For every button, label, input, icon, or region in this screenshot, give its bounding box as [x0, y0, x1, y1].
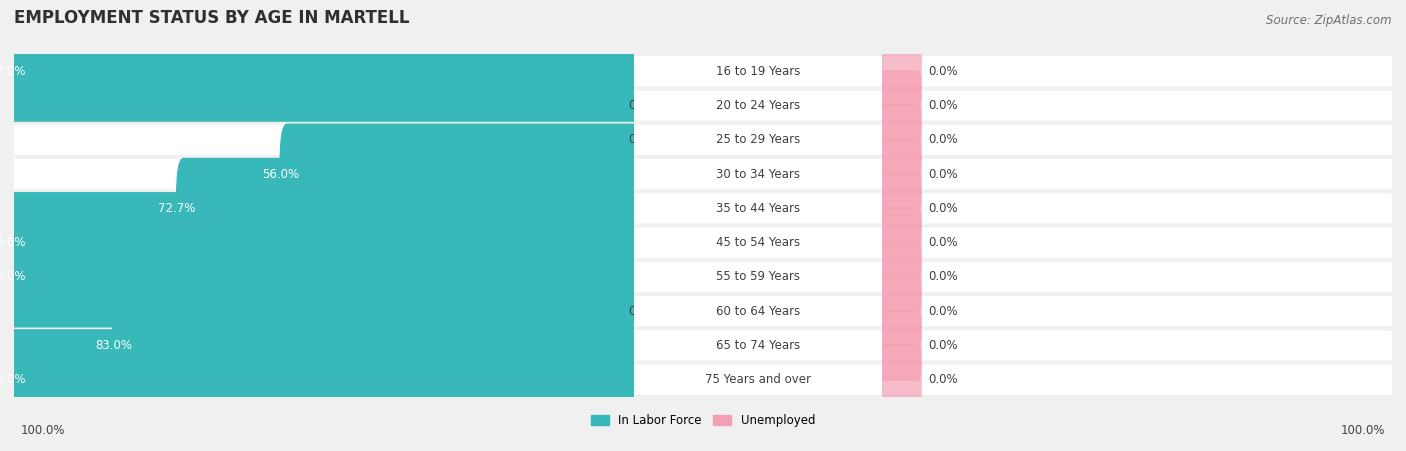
Text: 16 to 19 Years: 16 to 19 Years [716, 65, 800, 78]
FancyBboxPatch shape [877, 70, 922, 141]
FancyBboxPatch shape [877, 241, 922, 313]
FancyBboxPatch shape [14, 262, 634, 292]
Text: 0.0%: 0.0% [628, 305, 658, 318]
FancyBboxPatch shape [634, 56, 882, 86]
Text: 20 to 24 Years: 20 to 24 Years [716, 99, 800, 112]
FancyBboxPatch shape [634, 228, 882, 258]
FancyBboxPatch shape [882, 159, 1392, 189]
Text: 55 to 59 Years: 55 to 59 Years [716, 271, 800, 283]
Text: 25 to 29 Years: 25 to 29 Years [716, 133, 800, 146]
Text: 56.0%: 56.0% [262, 168, 299, 180]
FancyBboxPatch shape [280, 124, 641, 225]
Text: 65 to 74 Years: 65 to 74 Years [716, 339, 800, 352]
FancyBboxPatch shape [7, 21, 641, 122]
Text: 0.0%: 0.0% [928, 65, 957, 78]
FancyBboxPatch shape [882, 193, 1392, 223]
Text: 83.0%: 83.0% [94, 339, 132, 352]
Text: 0.0%: 0.0% [928, 99, 957, 112]
Text: 100.0%: 100.0% [21, 424, 66, 437]
Text: 75 Years and over: 75 Years and over [706, 373, 811, 386]
FancyBboxPatch shape [882, 365, 1392, 395]
Text: 0.0%: 0.0% [628, 99, 658, 112]
FancyBboxPatch shape [882, 296, 1392, 326]
FancyBboxPatch shape [882, 228, 1392, 258]
FancyBboxPatch shape [877, 344, 922, 415]
FancyBboxPatch shape [882, 56, 1392, 86]
FancyBboxPatch shape [877, 138, 922, 210]
Text: 0.0%: 0.0% [628, 133, 658, 146]
Text: 0.0%: 0.0% [928, 202, 957, 215]
Text: EMPLOYMENT STATUS BY AGE IN MARTELL: EMPLOYMENT STATUS BY AGE IN MARTELL [14, 9, 409, 27]
Text: Source: ZipAtlas.com: Source: ZipAtlas.com [1267, 14, 1392, 27]
Text: 0.0%: 0.0% [928, 236, 957, 249]
Text: 0.0%: 0.0% [928, 271, 957, 283]
FancyBboxPatch shape [14, 56, 634, 86]
Text: 35 to 44 Years: 35 to 44 Years [716, 202, 800, 215]
FancyBboxPatch shape [634, 193, 882, 223]
FancyBboxPatch shape [877, 207, 922, 278]
FancyBboxPatch shape [14, 331, 634, 360]
FancyBboxPatch shape [634, 125, 882, 155]
FancyBboxPatch shape [14, 296, 634, 326]
FancyBboxPatch shape [877, 104, 922, 175]
Text: 60 to 64 Years: 60 to 64 Years [716, 305, 800, 318]
Text: 100.0%: 100.0% [0, 236, 27, 249]
Text: 30 to 34 Years: 30 to 34 Years [716, 168, 800, 180]
FancyBboxPatch shape [14, 125, 634, 155]
FancyBboxPatch shape [877, 310, 922, 381]
FancyBboxPatch shape [882, 125, 1392, 155]
FancyBboxPatch shape [176, 158, 641, 259]
Text: 100.0%: 100.0% [0, 65, 27, 78]
FancyBboxPatch shape [634, 296, 882, 326]
FancyBboxPatch shape [634, 159, 882, 189]
Text: 100.0%: 100.0% [0, 373, 27, 386]
Text: 0.0%: 0.0% [928, 133, 957, 146]
FancyBboxPatch shape [634, 91, 882, 120]
FancyBboxPatch shape [7, 226, 641, 327]
Text: 100.0%: 100.0% [1340, 424, 1385, 437]
Text: 72.7%: 72.7% [159, 202, 195, 215]
FancyBboxPatch shape [882, 331, 1392, 360]
FancyBboxPatch shape [634, 262, 882, 292]
FancyBboxPatch shape [112, 295, 641, 396]
FancyBboxPatch shape [882, 91, 1392, 120]
FancyBboxPatch shape [877, 276, 922, 347]
FancyBboxPatch shape [14, 159, 634, 189]
FancyBboxPatch shape [14, 193, 634, 223]
FancyBboxPatch shape [7, 329, 641, 430]
FancyBboxPatch shape [634, 331, 882, 360]
FancyBboxPatch shape [14, 91, 634, 120]
FancyBboxPatch shape [882, 262, 1392, 292]
FancyBboxPatch shape [14, 228, 634, 258]
FancyBboxPatch shape [877, 36, 922, 107]
Text: 0.0%: 0.0% [928, 373, 957, 386]
Text: 45 to 54 Years: 45 to 54 Years [716, 236, 800, 249]
FancyBboxPatch shape [877, 173, 922, 244]
Text: 0.0%: 0.0% [928, 339, 957, 352]
Text: 0.0%: 0.0% [928, 168, 957, 180]
Legend: In Labor Force, Unemployed: In Labor Force, Unemployed [586, 409, 820, 432]
Text: 0.0%: 0.0% [928, 305, 957, 318]
FancyBboxPatch shape [7, 192, 641, 293]
Text: 100.0%: 100.0% [0, 271, 27, 283]
FancyBboxPatch shape [634, 365, 882, 395]
FancyBboxPatch shape [14, 365, 634, 395]
